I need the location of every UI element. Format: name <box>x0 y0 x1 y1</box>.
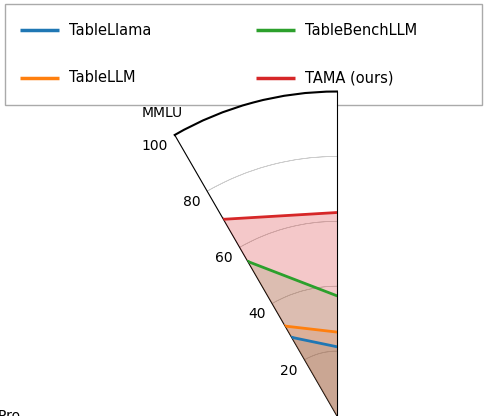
Text: TableLlama: TableLlama <box>69 23 151 38</box>
Polygon shape <box>240 261 451 416</box>
Polygon shape <box>272 337 408 416</box>
Polygon shape <box>256 326 434 416</box>
FancyBboxPatch shape <box>5 4 482 105</box>
Text: TableBenchLLM: TableBenchLLM <box>305 23 417 38</box>
Text: TableLLM: TableLLM <box>69 70 135 85</box>
Polygon shape <box>71 205 492 416</box>
Text: TAMA (ours): TAMA (ours) <box>305 70 394 85</box>
